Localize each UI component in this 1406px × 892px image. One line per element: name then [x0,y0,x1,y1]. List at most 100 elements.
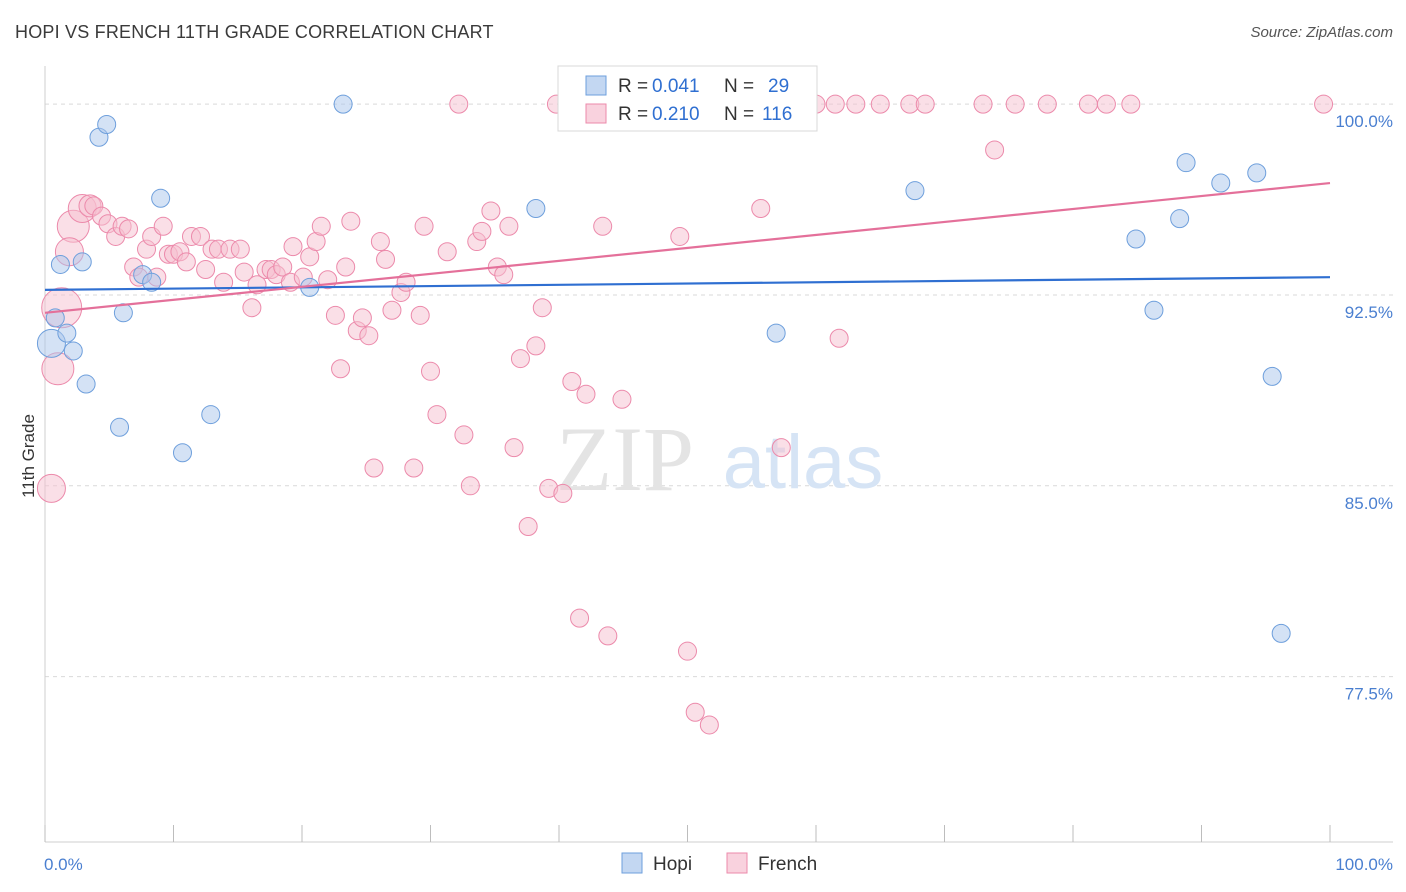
french-point [36,473,66,503]
french-point [190,226,210,246]
legend-box: R = 0.041 N = 29 R = 0.210 N = 116 [557,65,818,132]
french-point [273,257,293,277]
watermark: ZIP atlas [556,408,883,510]
bottom-legend-hopi-label: Hopi [653,854,692,875]
french-point [510,349,530,369]
french-point [562,371,582,391]
hopi-point [1247,163,1267,183]
french-point [825,94,845,114]
french-points [36,94,1334,735]
hopi-point [1262,366,1282,386]
french-point [376,249,396,269]
french-point [214,272,234,292]
hopi-point [57,323,77,343]
hopi-point [110,417,130,437]
french-point [196,260,216,280]
french-point [846,94,866,114]
hopi-point [1176,153,1196,173]
grid-lines [45,103,1393,678]
hopi-point [45,308,65,328]
french-point [336,257,356,277]
french-point [153,216,173,236]
trend-lines [44,181,1331,314]
tick-labels: 77.5% 85.0% 92.5% 100.0% 0.0% 100.0% [44,112,1393,874]
french-point [460,476,480,496]
french-point [499,216,519,236]
french-point [915,94,935,114]
legend-french-swatch [585,103,607,124]
y-tick-label: 77.5% [1345,685,1393,704]
french-point [234,262,254,282]
french-point [427,405,447,425]
french-point [331,359,351,379]
axes [44,66,1393,843]
source-attribution: Source: ZipAtlas.com [1250,24,1393,41]
french-point [670,226,690,246]
french-point [1121,94,1141,114]
hopi-point [172,443,192,463]
hopi-point [1144,300,1164,320]
french-point [472,221,492,241]
french-point [532,298,552,318]
hopi-point [766,323,786,343]
french-point [364,458,384,478]
french-point [526,336,546,356]
french-point [593,216,613,236]
french-point [771,438,791,458]
french-point [553,483,573,503]
french-point [518,517,538,537]
french-point [1314,94,1334,114]
french-point [421,361,440,381]
french-point [414,216,434,236]
legend-french-r-label: R = [618,104,648,125]
french-point [1096,94,1116,114]
french-point [242,298,262,318]
french-point [504,438,524,458]
y-axis-title: 11th Grade [19,414,38,498]
hopi-point [63,341,83,361]
hopi-point [76,374,96,394]
french-point [311,216,331,236]
hopi-point [201,405,221,425]
hopi-point [50,254,70,274]
hopi-point [1211,173,1231,193]
french-point [612,389,632,409]
french-point [283,237,303,257]
legend-hopi-n-label: N = [724,76,754,97]
french-point [325,305,345,325]
french-point [230,239,250,259]
hopi-point [1126,229,1146,249]
french-point [598,626,618,646]
legend-french-n-label: N = [724,104,754,125]
french-point [437,242,457,262]
hopi-point [72,252,92,272]
french-point [382,300,402,320]
french-point [985,140,1005,160]
french-point [449,94,469,114]
legend-hopi-n-value: 29 [768,76,789,97]
french-point [247,275,267,295]
chart-title: HOPI VS FRENCH 11TH GRADE CORRELATION CH… [15,22,494,42]
watermark-atlas: atlas [723,420,884,505]
bottom-legend-french-swatch [726,852,748,874]
x-tick-label: 100.0% [1335,855,1393,874]
french-point [685,702,705,722]
french-point [359,326,379,346]
legend-hopi-r-label: R = [618,76,648,97]
french-point [1037,94,1057,114]
french-point [870,94,890,114]
hopi-point [1271,623,1291,643]
french-point [699,715,719,735]
legend-french-r-value: 0.210 [652,104,700,125]
y-tick-label: 85.0% [1345,494,1393,513]
french-point [176,252,196,272]
french-point [341,211,361,231]
y-tick-label: 100.0% [1335,112,1393,131]
french-point [481,201,501,221]
french-point [570,608,590,628]
legend-hopi-swatch [585,75,607,96]
french-point [410,305,430,325]
bottom-legend: Hopi French [621,852,817,875]
french-point [370,232,390,252]
